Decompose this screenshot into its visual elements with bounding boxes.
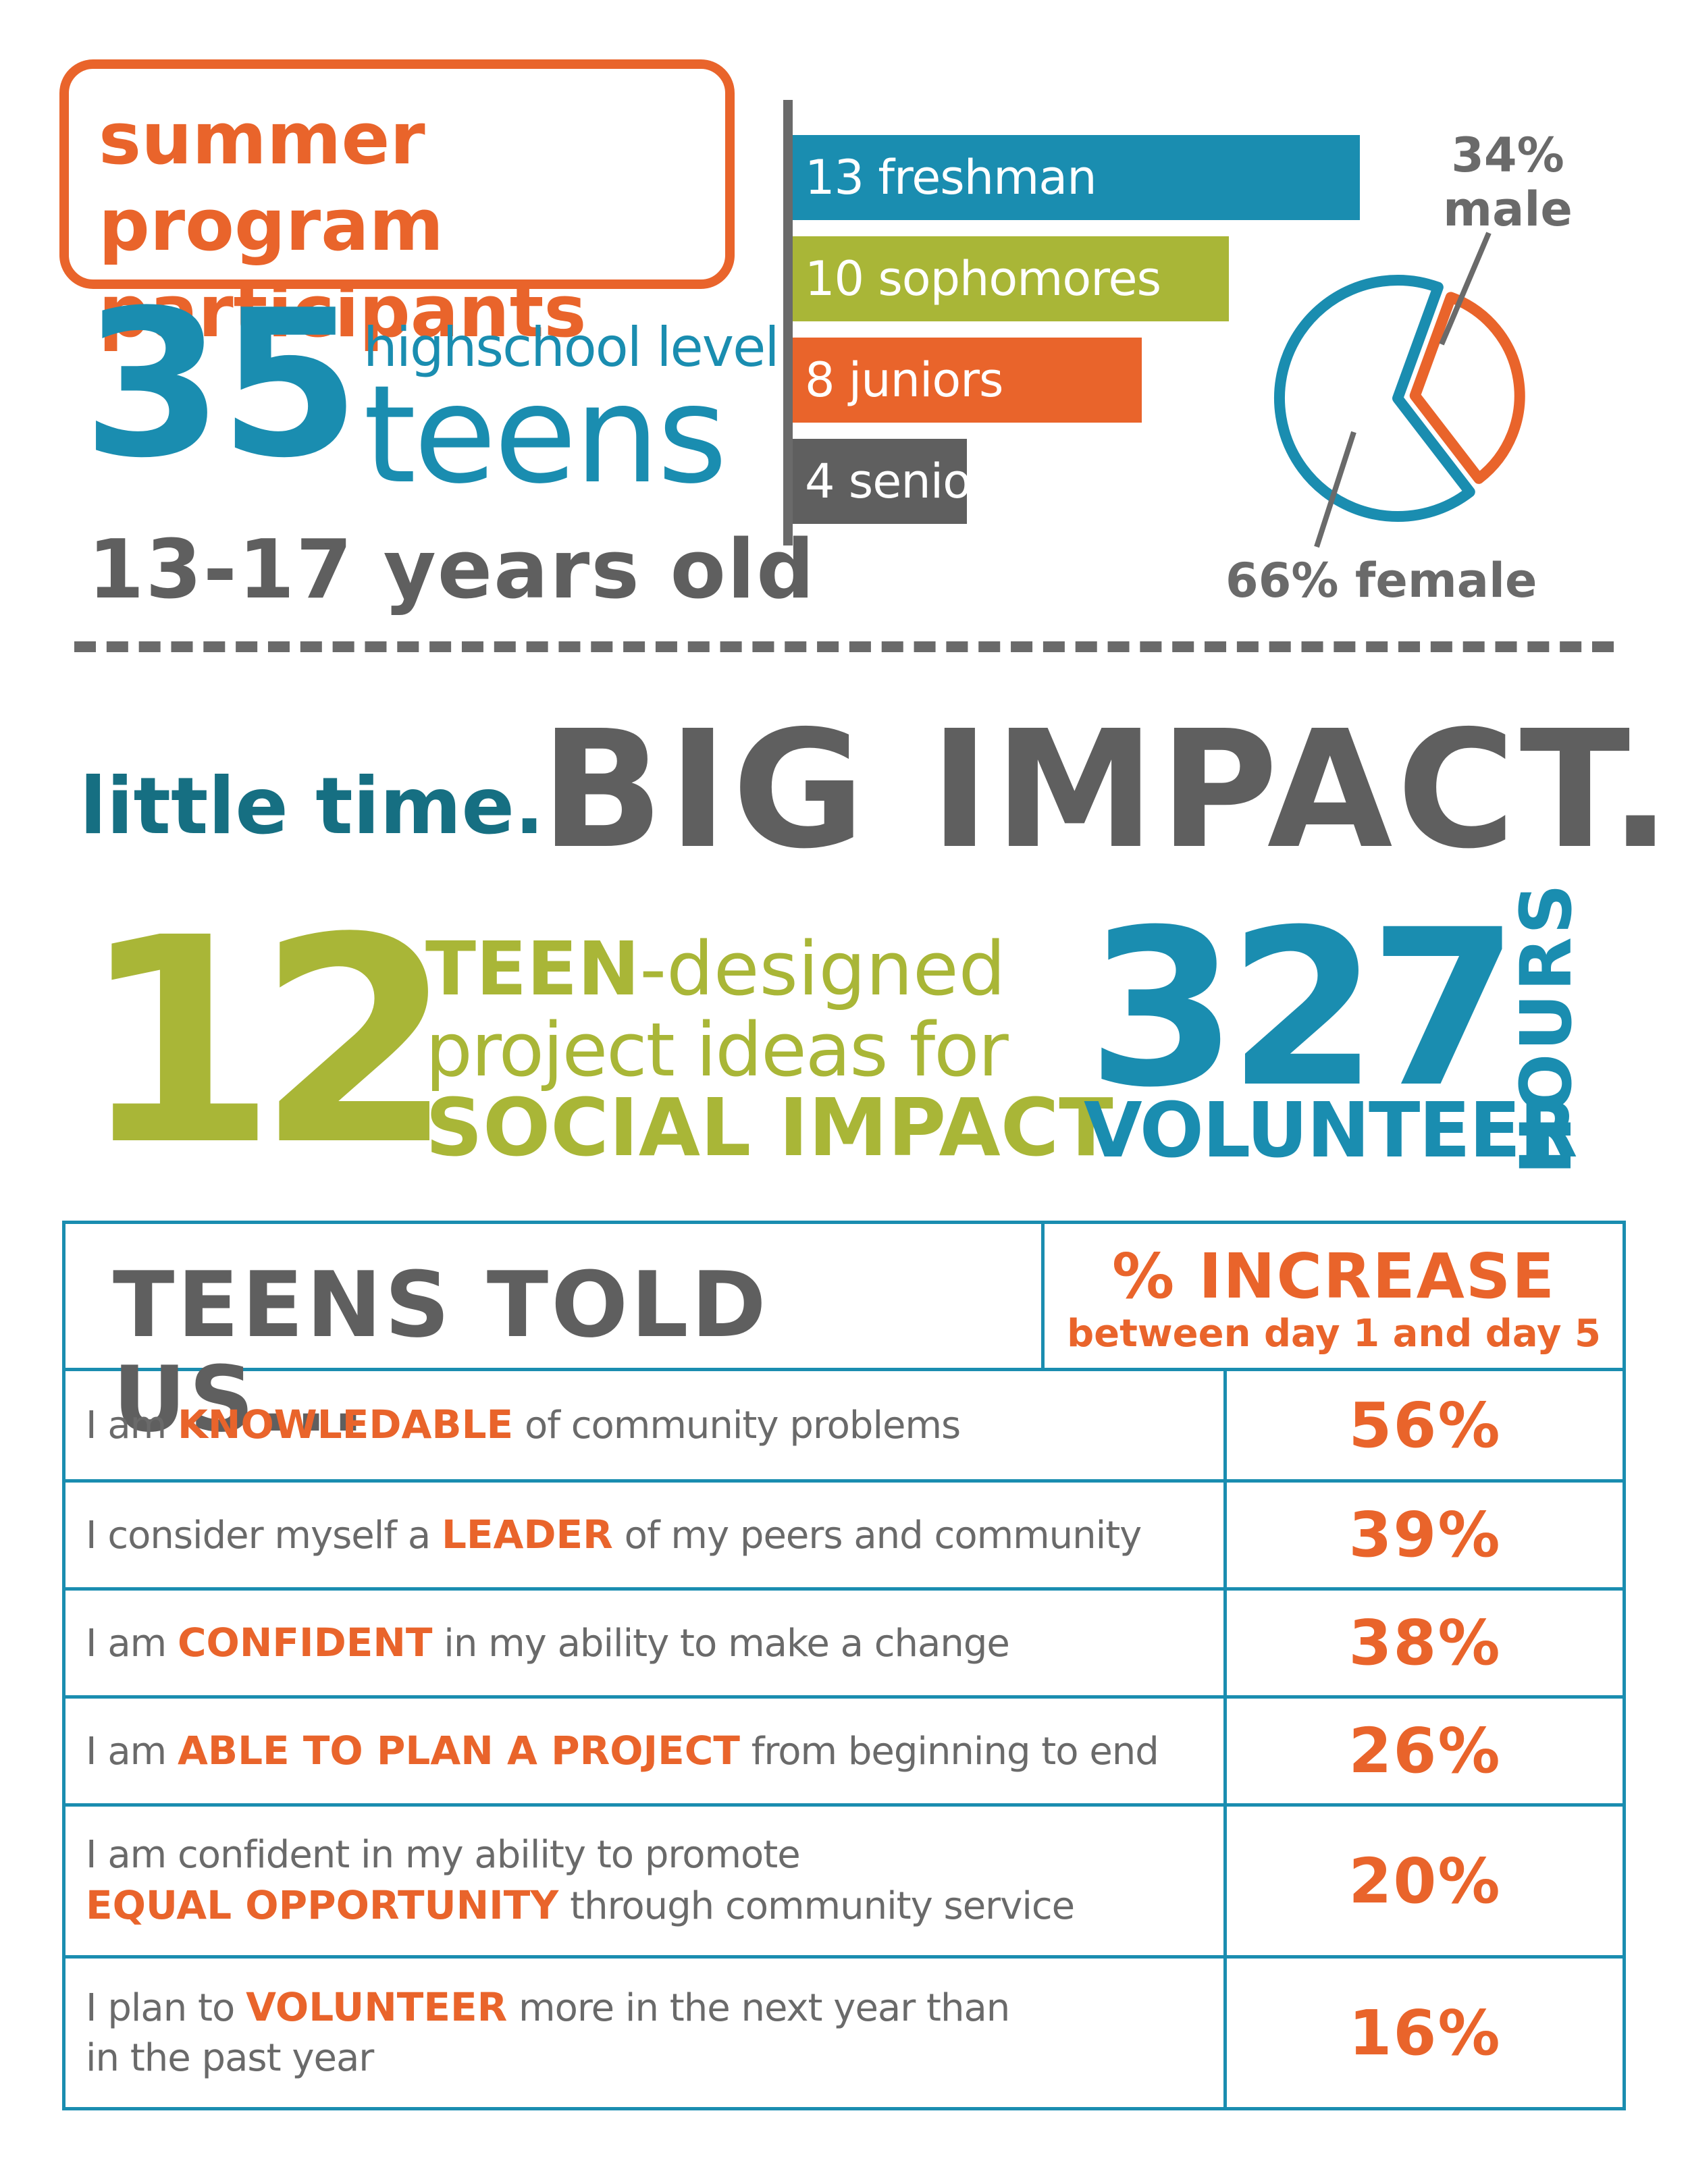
statement-cell: I am confident in my ability to promote E…	[65, 1807, 1227, 1955]
statement-post: of community problems	[513, 1404, 961, 1447]
statement-pre: I am	[86, 1404, 178, 1447]
hours-count: 327	[1087, 884, 1519, 1135]
statement-keyword: EQUAL OPPORTUNITY	[86, 1882, 559, 1928]
little-time-text: little time.	[80, 761, 545, 852]
grade-bar-freshman: 13 freshman	[793, 135, 1360, 220]
table-row: I consider myself a LEADER of my peers a…	[65, 1483, 1623, 1591]
statement-keyword: LEADER	[441, 1511, 613, 1557]
pie-slice-male	[1409, 292, 1525, 484]
percent-cell: 39%	[1348, 1499, 1502, 1571]
male-label: 34% male	[1437, 128, 1579, 236]
statement-keyword: VOLUNTEER	[246, 1984, 508, 2030]
increase-title: % INCREASE	[1112, 1240, 1556, 1312]
male-leader-line	[1439, 232, 1492, 346]
gender-pie-chart	[1274, 275, 1525, 522]
designed-word: -designed	[639, 926, 1006, 1012]
statement-pre: I am	[86, 1729, 178, 1774]
statement-pre: I am	[86, 1621, 178, 1666]
teen-word: TEEN	[425, 926, 640, 1012]
percent-cell: 16%	[1348, 1996, 1502, 2069]
grade-bar-label: 10 sophomores	[805, 251, 1161, 307]
big-impact-text: BIG IMPACT.	[540, 695, 1676, 884]
volunteer-label: VOLUNTEER	[1084, 1087, 1578, 1175]
statement-post: from beginning to end	[739, 1729, 1159, 1774]
grade-bar-label: 8 juniors	[805, 352, 1003, 408]
grade-bar-seniors: 4 seniors	[793, 439, 1014, 524]
percent-cell: 38%	[1348, 1607, 1502, 1679]
survey-table: TEENS TOLD US... % INCREASE between day …	[62, 1221, 1626, 2110]
statement-post: through community service	[558, 1884, 1075, 1928]
female-label: 66% female	[1225, 553, 1537, 608]
level-label: highschool level	[363, 316, 780, 379]
table-row: I am confident in my ability to promote E…	[65, 1807, 1623, 1959]
statement-pre: I plan to	[86, 1986, 246, 2030]
bar-axis	[783, 100, 793, 545]
table-row: I plan to VOLUNTEER more in the next yea…	[65, 1959, 1623, 2107]
age-range: 13-17 years old	[88, 523, 816, 617]
grade-bar-label: 4 seniors	[805, 454, 1014, 509]
statement-keyword: CONFIDENT	[177, 1619, 433, 1666]
pie-leader-lines	[1314, 232, 1492, 548]
female-leader-line	[1314, 431, 1356, 548]
increase-subtitle: between day 1 and day 5	[1067, 1312, 1601, 1356]
title-line-2: participants	[99, 270, 587, 353]
percent-cell: 20%	[1348, 1844, 1502, 1917]
hours-label: HOURS	[1505, 881, 1587, 1175]
male-percent: 34%	[1451, 128, 1564, 183]
teen-designed-line: TEEN-designed	[425, 925, 1006, 1013]
statement-post: more in the next year than in the past y…	[86, 1986, 1010, 2080]
participant-count: 35	[82, 267, 360, 502]
statement-post: in my ability to make a change	[432, 1621, 1010, 1666]
statement-keyword: KNOWLEDABLE	[177, 1402, 514, 1447]
title-line-1: summer program	[99, 97, 444, 267]
title-box: summer program participants	[59, 59, 735, 353]
statement-keyword: ABLE TO PLAN A PROJECT	[177, 1727, 740, 1774]
statement-cell: I am ABLE TO PLAN A PROJECT from beginni…	[65, 1699, 1227, 1803]
statement-pre: I am confident in my ability to promote	[86, 1833, 801, 1877]
grade-bar-sophomores: 10 sophomores	[793, 236, 1229, 321]
statement-cell: I am KNOWLEDABLE of community problems	[65, 1371, 1227, 1479]
percent-cell: 56%	[1348, 1389, 1502, 1462]
table-heading-cell: TEENS TOLD US...	[65, 1224, 1045, 1447]
grade-bar-label: 13 freshman	[805, 150, 1097, 205]
increase-heading-cell: % INCREASE between day 1 and day 5	[1045, 1224, 1623, 1371]
table-row: I am CONFIDENT in my ability to make a c…	[65, 1591, 1623, 1699]
grade-bar-juniors: 8 juniors	[793, 338, 1142, 423]
project-count: 12	[80, 878, 454, 1208]
table-heading: TEENS TOLD US...	[113, 1252, 769, 1452]
teens-label: teens	[363, 356, 727, 514]
table-row: I am KNOWLEDABLE of community problems 5…	[65, 1371, 1623, 1483]
statement-pre: I consider myself a	[86, 1513, 442, 1557]
project-ideas-line: project ideas for	[425, 1007, 1009, 1093]
dashed-divider	[74, 641, 1614, 652]
statement-cell: I plan to VOLUNTEER more in the next yea…	[65, 1959, 1227, 2107]
percent-cell: 26%	[1348, 1715, 1502, 1787]
social-impact-line: SOCIAL IMPACT	[425, 1081, 1113, 1174]
table-row: I am ABLE TO PLAN A PROJECT from beginni…	[65, 1699, 1623, 1807]
statement-cell: I am CONFIDENT in my ability to make a c…	[65, 1591, 1227, 1695]
statement-post: of my peers and community	[612, 1513, 1142, 1557]
pie-slice-female	[1274, 275, 1475, 522]
male-text: male	[1443, 182, 1573, 237]
statement-cell: I consider myself a LEADER of my peers a…	[65, 1483, 1227, 1587]
